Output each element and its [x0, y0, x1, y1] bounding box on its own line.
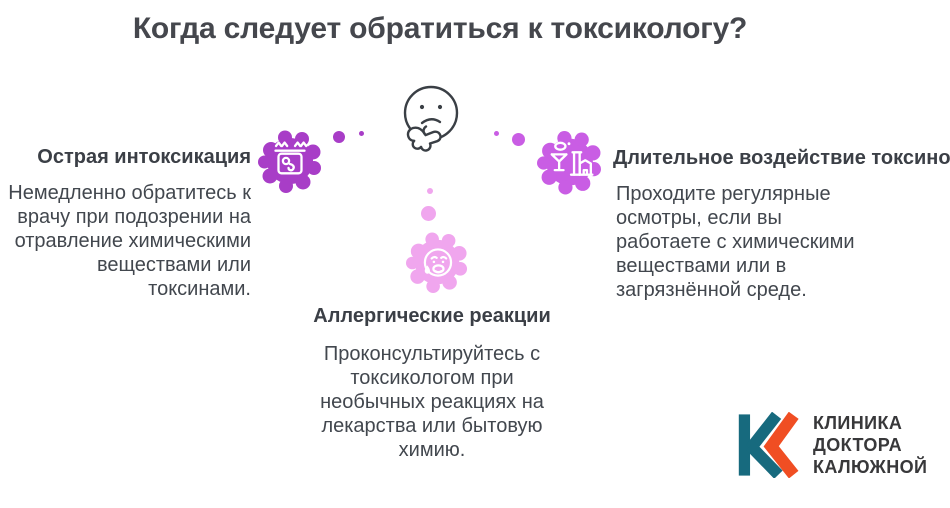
section-body-chronic: Проходите регулярные осмотры, если вы ра… — [616, 183, 855, 301]
clinic-name: КЛИНИКА ДОКТОРА КАЛЮЖНОЙ — [813, 413, 928, 477]
section-chronic-exposure: Длительное воздействие токсинов Проходит… — [613, 147, 950, 302]
thinking-face-icon — [403, 85, 459, 152]
face-eye-left — [419, 104, 425, 110]
trail-dot-right-small — [494, 131, 499, 136]
poisoned-person-icon — [258, 130, 322, 194]
face-frown — [420, 118, 442, 125]
trail-dot-left-large — [333, 131, 345, 143]
face-eye-right — [437, 104, 443, 110]
thinking-hand — [406, 126, 442, 152]
thinking-thumb — [422, 125, 428, 136]
trail-dot-left-small — [359, 131, 364, 136]
section-body-acute: Немедленно обратитесь к врачу при подозр… — [8, 182, 251, 300]
trail-dot-right-large — [512, 133, 525, 146]
clinic-logo: КЛИНИКА ДОКТОРА КАЛЮЖНОЙ — [737, 412, 927, 478]
section-allergic-reactions: Аллергические реакции Проконсультируйтес… — [290, 305, 574, 462]
page-title: Когда следует обратиться к токсикологу? — [132, 12, 748, 45]
distressed-face-icon — [404, 232, 470, 294]
chemical-exposure-icon — [537, 130, 602, 196]
section-heading-chronic: Длительное воздействие токсинов — [613, 147, 950, 169]
section-heading-acute: Острая интоксикация — [37, 146, 251, 168]
trail-dot-center-small — [427, 188, 433, 194]
section-heading-allergic: Аллергические реакции — [313, 305, 551, 327]
section-body-allergic: Проконсультируйтесь с токсикологом при н… — [320, 343, 544, 461]
kk-monogram-icon — [738, 412, 799, 478]
section-acute-intoxication: Острая интоксикация Немедленно обратитес… — [0, 146, 251, 301]
trail-dot-center-large — [421, 206, 436, 221]
